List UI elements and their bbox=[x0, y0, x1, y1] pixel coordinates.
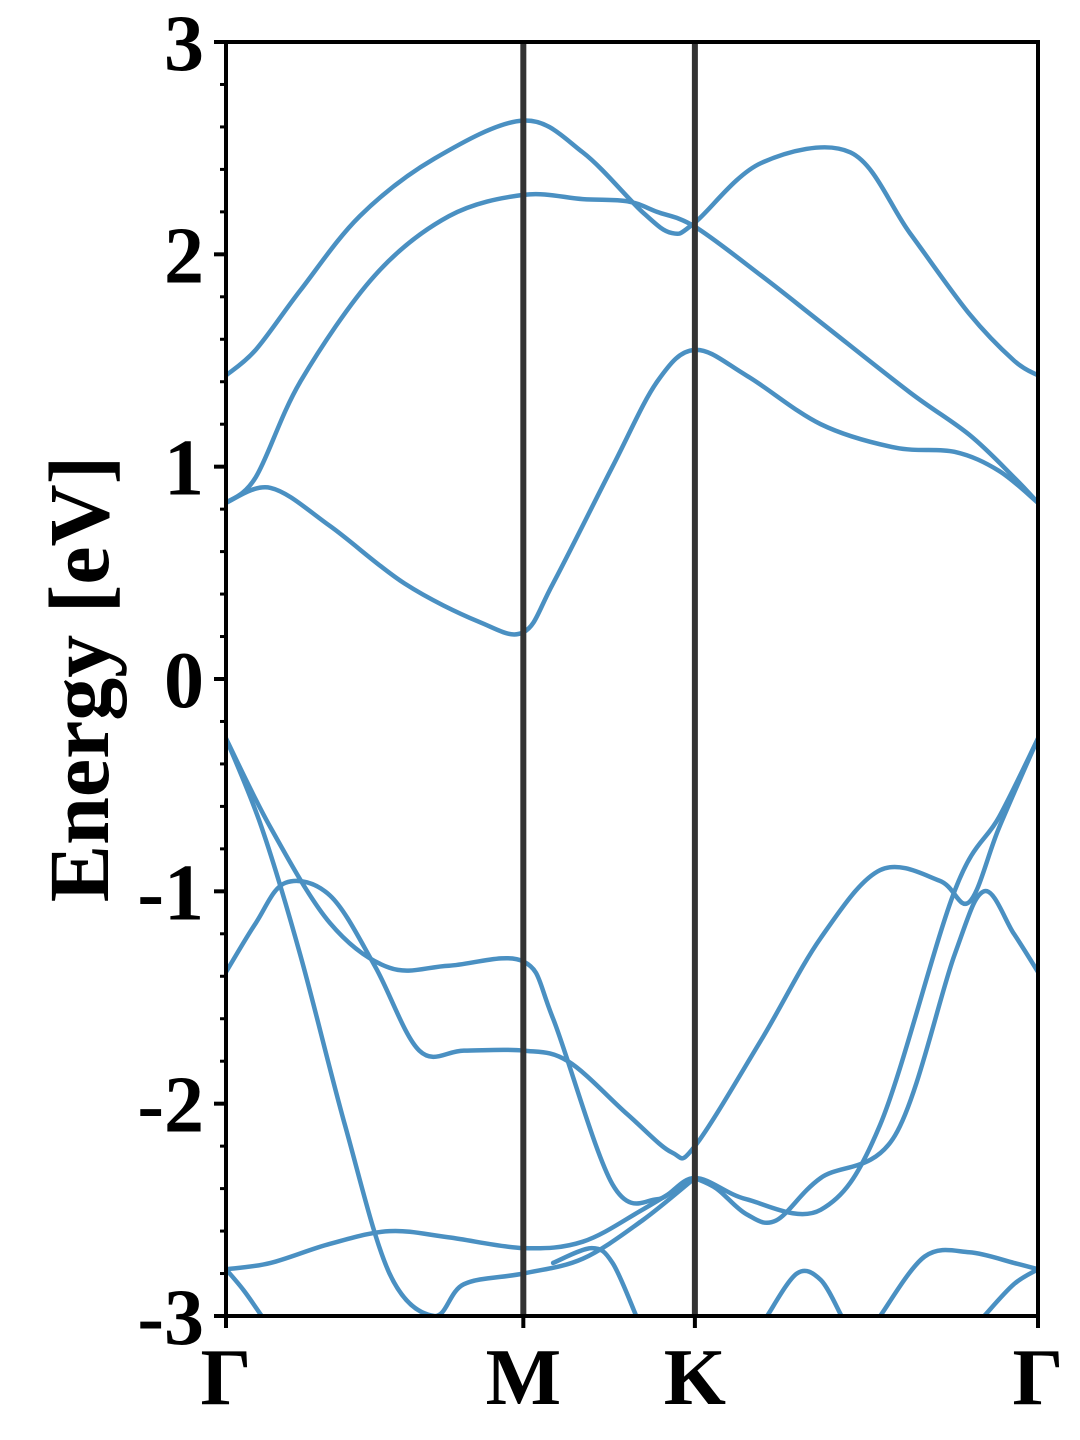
x-tick-label: Γ bbox=[201, 1334, 252, 1422]
y-tick-label: 2 bbox=[164, 212, 204, 300]
band-line-7 bbox=[692, 889, 1038, 1226]
y-tick-label: -2 bbox=[137, 1062, 204, 1150]
y-tick-label: 1 bbox=[164, 425, 204, 513]
x-tick-label: K bbox=[664, 1334, 726, 1422]
y-tick-label: -3 bbox=[137, 1274, 204, 1362]
band-line-5 bbox=[226, 736, 1038, 1161]
band-line-12 bbox=[877, 1247, 1038, 1316]
y-axis-label: Energy [eV] bbox=[31, 456, 127, 903]
band-line-4 bbox=[226, 736, 1038, 1217]
y-axis-ticks: 3 2 1 0 -1 -2 -3 bbox=[137, 0, 226, 1362]
band-line-3 bbox=[226, 347, 1038, 637]
y-tick-label: 0 bbox=[164, 637, 204, 725]
band-line-8 bbox=[226, 1175, 698, 1272]
y-tick-label: 3 bbox=[164, 0, 204, 88]
band-line-2 bbox=[226, 191, 1038, 506]
band-line-9 bbox=[226, 1267, 264, 1316]
plot-frame bbox=[224, 40, 1040, 1318]
high-symmetry-lines bbox=[520, 42, 698, 1316]
band-line-6 bbox=[226, 736, 698, 1316]
x-tick-label: M bbox=[486, 1334, 562, 1422]
y-tick-label: -1 bbox=[137, 849, 204, 937]
band-line-10 bbox=[550, 1245, 639, 1316]
band-lines bbox=[226, 118, 1038, 1316]
x-tick-label: Γ bbox=[1013, 1334, 1064, 1422]
band-line-1 bbox=[226, 118, 1038, 378]
band-line-11 bbox=[764, 1268, 844, 1316]
band-line-13 bbox=[981, 1267, 1038, 1316]
